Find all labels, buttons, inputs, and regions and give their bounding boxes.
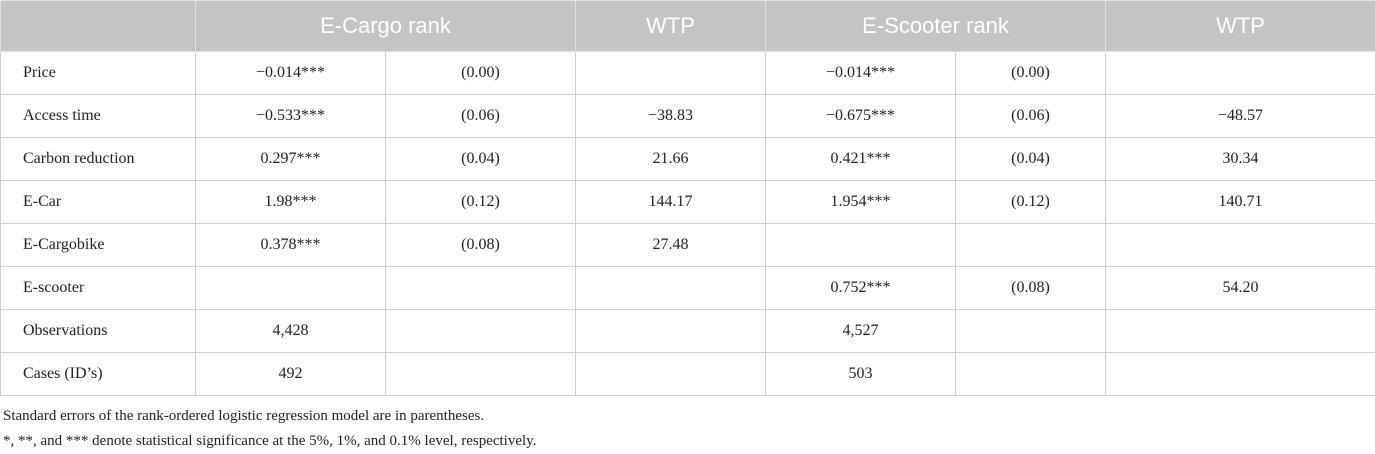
column-header: WTP — [1106, 1, 1375, 52]
table-cell: 54.20 — [1106, 267, 1375, 310]
column-header: E-Cargo rank — [196, 1, 576, 52]
row-label: E-scooter — [1, 267, 196, 310]
table-cell — [386, 353, 576, 396]
row-label: Access time — [1, 95, 196, 138]
row-label: Carbon reduction — [1, 138, 196, 181]
table-cell: (0.04) — [956, 138, 1106, 181]
table-cell: 492 — [196, 353, 386, 396]
row-label: E-Car — [1, 181, 196, 224]
table-cell: 0.297*** — [196, 138, 386, 181]
table-cell — [576, 267, 766, 310]
table-cell — [956, 353, 1106, 396]
table-cell: (0.06) — [386, 95, 576, 138]
table-notes: Standard errors of the rank-ordered logi… — [0, 396, 1375, 454]
table-cell: 30.34 — [1106, 138, 1375, 181]
table-cell — [1106, 310, 1375, 353]
table-cell: 1.98*** — [196, 181, 386, 224]
table-cell — [196, 267, 386, 310]
header-corner — [1, 1, 196, 52]
table-cell: 4,527 — [766, 310, 956, 353]
table-body: Price−0.014***(0.00)−0.014***(0.00)Acces… — [1, 52, 1375, 396]
table-row: E-scooter 0.752***(0.08)54.20 — [1, 267, 1375, 310]
table-cell: (0.12) — [386, 181, 576, 224]
table-row: Access time−0.533***(0.06)−38.83−0.675**… — [1, 95, 1375, 138]
table-cell: (0.00) — [956, 52, 1106, 95]
table-cell — [1106, 353, 1375, 396]
header-row: E-Cargo rank WTP E-Scooter rank WTP — [1, 1, 1375, 52]
table-cell: 0.421*** — [766, 138, 956, 181]
table-cell: 0.752*** — [766, 267, 956, 310]
table-cell: −48.57 — [1106, 95, 1375, 138]
note: *, **, and *** denote statistical signif… — [3, 429, 1375, 454]
table-cell: 1.954*** — [766, 181, 956, 224]
table-cell: −0.014*** — [766, 52, 956, 95]
row-label: Observations — [1, 310, 196, 353]
table-cell: (0.00) — [386, 52, 576, 95]
table-row: Cases (ID’s)492 503 — [1, 353, 1375, 396]
table-cell — [956, 310, 1106, 353]
row-label: Price — [1, 52, 196, 95]
table-cell: −0.014*** — [196, 52, 386, 95]
results-table: E-Cargo rank WTP E-Scooter rank WTP Pric… — [0, 0, 1375, 396]
table-cell: 0.378*** — [196, 224, 386, 267]
table-cell: −38.83 — [576, 95, 766, 138]
table-cell — [576, 353, 766, 396]
table-cell — [956, 224, 1106, 267]
table-cell — [576, 52, 766, 95]
table-cell: 140.71 — [1106, 181, 1375, 224]
table-cell: (0.12) — [956, 181, 1106, 224]
table-cell — [576, 310, 766, 353]
table-row: Price−0.014***(0.00)−0.014***(0.00) — [1, 52, 1375, 95]
row-label: E-Cargobike — [1, 224, 196, 267]
table-cell: −0.533*** — [196, 95, 386, 138]
table-cell: (0.08) — [386, 224, 576, 267]
table-cell: 21.66 — [576, 138, 766, 181]
table-cell: (0.06) — [956, 95, 1106, 138]
table-cell: (0.08) — [956, 267, 1106, 310]
table-cell — [1106, 52, 1375, 95]
row-label: Cases (ID’s) — [1, 353, 196, 396]
column-header: E-Scooter rank — [766, 1, 1106, 52]
table-cell: 4,428 — [196, 310, 386, 353]
table-cell — [1106, 224, 1375, 267]
table-cell — [386, 267, 576, 310]
table-cell — [766, 224, 956, 267]
table-cell — [386, 310, 576, 353]
table-cell: (0.04) — [386, 138, 576, 181]
column-header: WTP — [576, 1, 766, 52]
table-cell: −0.675*** — [766, 95, 956, 138]
table-cell: 503 — [766, 353, 956, 396]
table-cell: 27.48 — [576, 224, 766, 267]
note: Standard errors of the rank-ordered logi… — [3, 404, 1375, 429]
table-cell: 144.17 — [576, 181, 766, 224]
